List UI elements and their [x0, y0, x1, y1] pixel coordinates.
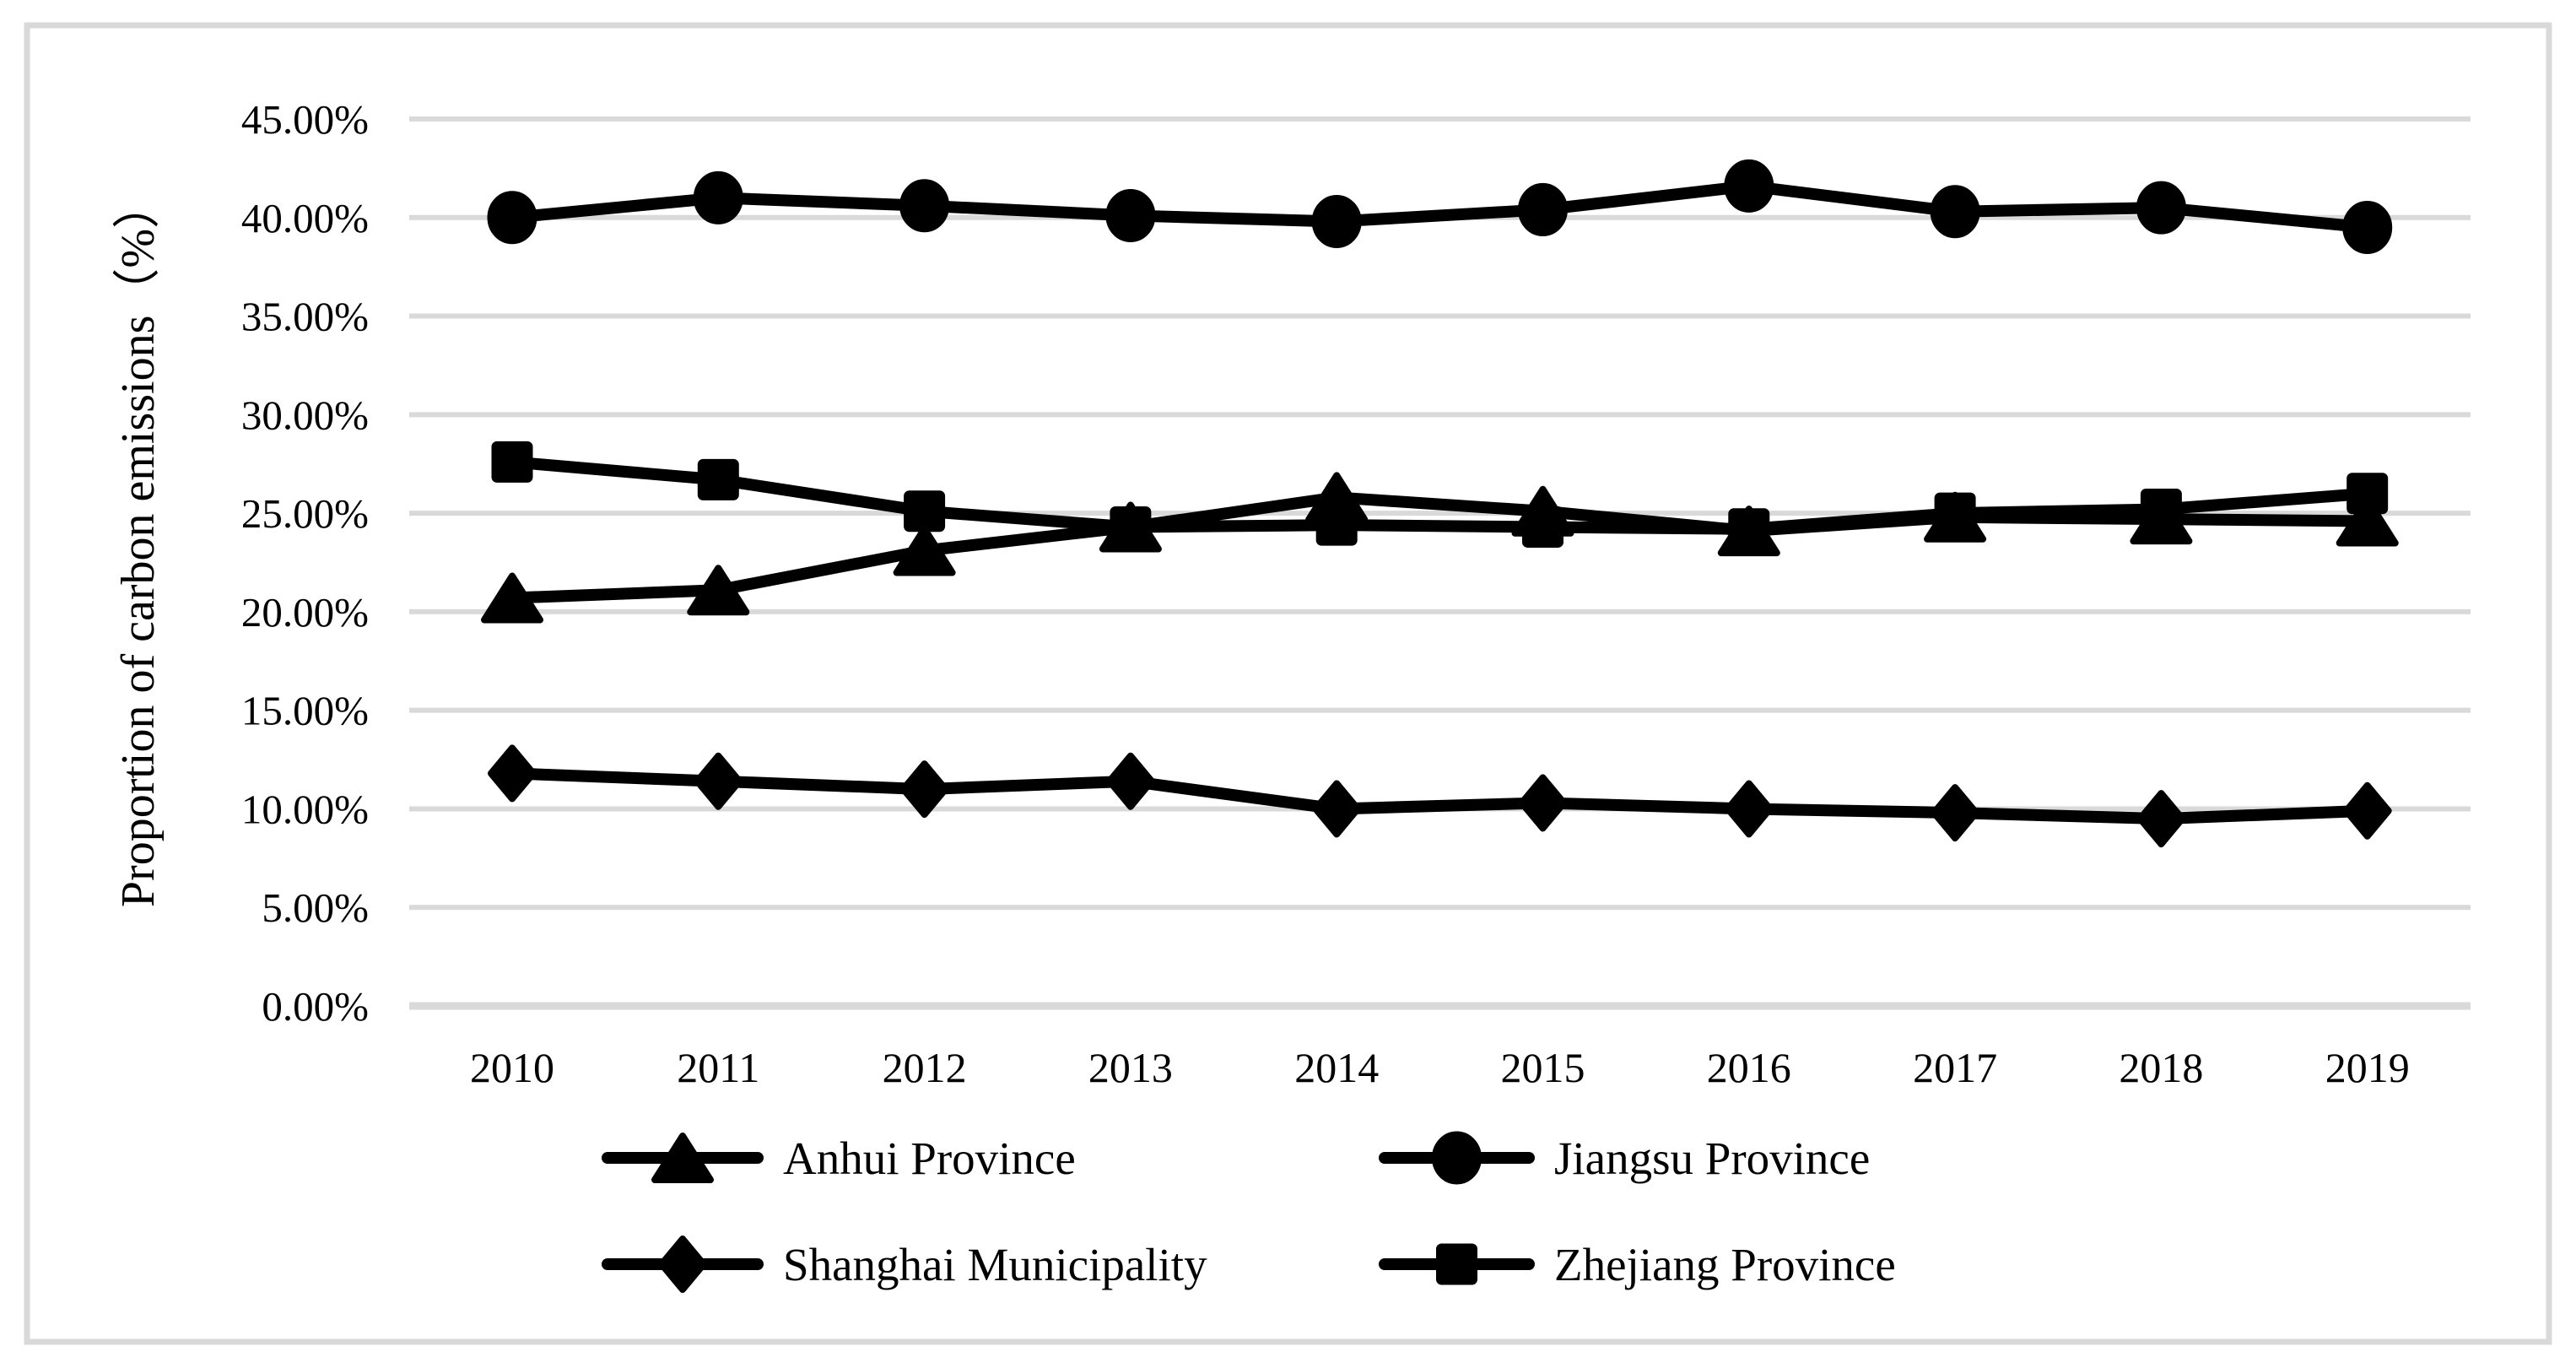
legend: Anhui Province Jiangsu Province Shanghai M…	[602, 1131, 1896, 1293]
series-group	[481, 159, 2399, 848]
series-line-zhejiang-province	[506, 456, 2373, 535]
x-tick-label-2017: 2017	[1913, 1044, 1997, 1091]
marker-anhui-province-2019	[2336, 495, 2399, 547]
y-tick-label-0pct: 0.00%	[262, 983, 369, 1030]
marker-shanghai-municipality-2014	[1312, 780, 1362, 838]
y-tick-label-30pct: 30.00%	[241, 392, 369, 438]
marker-jiangsu-province-2012	[899, 179, 950, 233]
legend-square-icon	[1436, 1243, 1477, 1285]
legend-diamond-icon	[658, 1236, 707, 1293]
y-axis-title: Proportion of carbon emissions（%）	[112, 181, 165, 907]
x-tick-label-2018: 2018	[2119, 1044, 2203, 1091]
legend-label-anhui-province: Anhui Province	[783, 1133, 1076, 1184]
y-tick-label-15pct: 15.00%	[241, 688, 369, 734]
series-line-jiangsu-province	[506, 180, 2373, 234]
series-line-shanghai-municipality	[506, 767, 2373, 825]
marker-zhejiang-province-2010	[491, 441, 533, 483]
marker-shanghai-municipality-2013	[1105, 752, 1155, 810]
x-tick-label-2019: 2019	[2325, 1044, 2410, 1091]
y-tick-label-20pct: 20.00%	[241, 589, 369, 635]
marker-jiangsu-province-2018	[2136, 181, 2186, 235]
marker-anhui-province-2012	[893, 525, 956, 576]
x-tick-label-2015: 2015	[1501, 1044, 1585, 1091]
legend-label-zhejiang-province: Zhejiang Province	[1554, 1239, 1896, 1290]
marker-shanghai-municipality-2012	[899, 760, 949, 819]
x-tick-label-2010: 2010	[470, 1044, 554, 1091]
marker-zhejiang-province-2014	[1315, 504, 1358, 546]
marker-jiangsu-province-2019	[2342, 200, 2393, 254]
series-shanghai-municipality	[488, 744, 2392, 848]
legend-triangle-icon	[651, 1133, 714, 1183]
marker-jiangsu-province-2016	[1724, 159, 1774, 213]
marker-jiangsu-province-2013	[1105, 188, 1156, 242]
x-tick-label-2014: 2014	[1294, 1044, 1379, 1091]
y-tick-label-35pct: 35.00%	[241, 294, 369, 340]
marker-zhejiang-province-2013	[1110, 506, 1152, 548]
legend-item-shanghai-municipality: Shanghai Municipality	[602, 1236, 1207, 1293]
marker-zhejiang-province-2015	[1522, 506, 1563, 548]
marker-anhui-province-2011	[687, 565, 750, 616]
marker-zhejiang-province-2018	[2140, 488, 2182, 530]
x-tick-label-2016: 2016	[1707, 1044, 1791, 1091]
y-tick-label-5pct: 5.00%	[262, 884, 369, 931]
series-jiangsu-province	[487, 159, 2393, 254]
axis-labels-group: 0.00% 5.00% 10.00% 15.00% 20.00% 25.00% 30.00%…	[241, 96, 2410, 1091]
series-zhejiang-province	[491, 441, 2389, 550]
x-tick-label-2013: 2013	[1088, 1044, 1173, 1091]
legend-label-jiangsu-province: Jiangsu Province	[1554, 1133, 1870, 1184]
marker-shanghai-municipality-2010	[488, 744, 537, 803]
y-tick-label-45pct: 45.00%	[241, 96, 369, 143]
y-tick-label-40pct: 40.00%	[241, 195, 369, 241]
legend-item-zhejiang-province: Zhejiang Province	[1379, 1239, 1896, 1290]
series-line-anhui-province	[506, 491, 2373, 604]
figure-border	[24, 22, 2552, 1345]
marker-jiangsu-province-2011	[693, 170, 743, 224]
marker-jiangsu-province-2015	[1518, 182, 1568, 236]
marker-shanghai-municipality-2019	[2342, 781, 2392, 840]
marker-anhui-province-2010	[481, 572, 543, 624]
marker-jiangsu-province-2010	[487, 191, 537, 245]
legend-item-jiangsu-province: Jiangsu Province	[1379, 1131, 1870, 1185]
legend-label-shanghai-municipality: Shanghai Municipality	[783, 1239, 1207, 1290]
x-tick-label-2012: 2012	[883, 1044, 967, 1091]
marker-shanghai-municipality-2016	[1724, 780, 1774, 838]
marker-shanghai-municipality-2011	[694, 752, 743, 810]
marker-jiangsu-province-2014	[1311, 194, 1362, 248]
marker-shanghai-municipality-2017	[1931, 784, 1980, 842]
marker-zhejiang-province-2017	[1934, 492, 1976, 534]
marker-zhejiang-province-2019	[2346, 473, 2389, 515]
y-tick-label-10pct: 10.00%	[241, 786, 369, 832]
marker-shanghai-municipality-2015	[1518, 774, 1568, 832]
marker-jiangsu-province-2017	[1930, 185, 1980, 239]
marker-zhejiang-province-2012	[904, 490, 946, 533]
y-tick-label-25pct: 25.00%	[241, 490, 369, 537]
x-tick-label-2011: 2011	[677, 1044, 759, 1091]
legend-item-anhui-province: Anhui Province	[602, 1133, 1076, 1184]
gridlines-group	[409, 116, 2471, 1010]
legend-circle-icon	[1432, 1131, 1482, 1185]
marker-zhejiang-province-2011	[697, 458, 739, 500]
marker-shanghai-municipality-2018	[2136, 790, 2186, 848]
series-anhui-province	[481, 472, 2399, 624]
marker-zhejiang-province-2016	[1728, 508, 1770, 550]
